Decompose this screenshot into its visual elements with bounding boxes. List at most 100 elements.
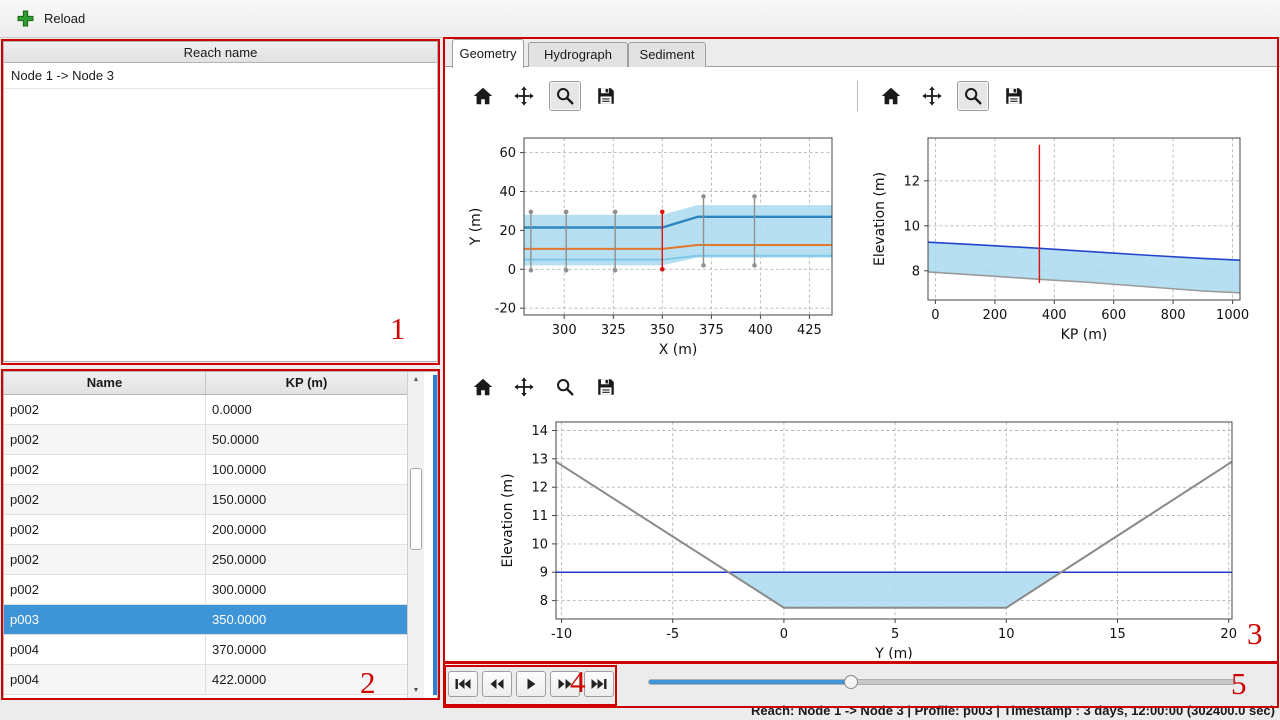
table-cell: p002 xyxy=(4,425,206,454)
svg-text:9: 9 xyxy=(540,566,548,581)
save-icon xyxy=(1006,88,1022,104)
table-row[interactable]: p002 200.0000 xyxy=(4,515,407,545)
save-icon xyxy=(598,379,614,395)
svg-text:Elevation (m): Elevation (m) xyxy=(500,473,516,567)
svg-text:0: 0 xyxy=(508,263,516,278)
table-cell: p002 xyxy=(4,485,206,514)
pan-icon xyxy=(514,377,534,397)
svg-text:-5: -5 xyxy=(666,627,679,642)
pan-icon xyxy=(922,86,942,106)
table-cell: p002 xyxy=(4,545,206,574)
home-button[interactable] xyxy=(875,81,907,111)
time-slider-fill xyxy=(649,680,851,684)
reload-button[interactable]: Reload xyxy=(17,10,85,27)
tab-bar: Geometry Hydrograph Sediment xyxy=(443,38,1280,68)
table-scrollbar[interactable]: ▲ ▼ xyxy=(407,372,424,698)
home-button[interactable] xyxy=(467,372,499,402)
scrollbar-handle[interactable] xyxy=(410,468,422,550)
svg-text:12: 12 xyxy=(903,174,920,189)
table-cell: p002 xyxy=(4,455,206,484)
svg-text:10: 10 xyxy=(998,627,1015,642)
home-icon xyxy=(881,87,901,105)
playback-bar xyxy=(443,663,1280,703)
scrollbar-down-arrow-icon[interactable]: ▼ xyxy=(408,683,424,698)
save-button[interactable] xyxy=(590,81,622,111)
svg-text:0: 0 xyxy=(931,308,939,323)
table-row[interactable]: p004 370.0000 xyxy=(4,635,407,665)
save-button[interactable] xyxy=(590,372,622,402)
top-toolbar: Reload xyxy=(0,0,1280,38)
reach-list-item[interactable]: Node 1 -> Node 3 xyxy=(4,63,437,89)
pan-button[interactable] xyxy=(508,81,540,111)
column-header-kp[interactable]: KP (m) xyxy=(285,375,328,390)
tab-geometry[interactable]: Geometry xyxy=(452,39,524,68)
reload-plus-icon xyxy=(17,10,34,27)
long-profile-chart[interactable]: 0 200 400 600 800 1000 8 10 12 KP (m) Elevation (m… xyxy=(862,117,1252,357)
cross-section-chart[interactable]: -10 -5 0 5 10 15 20 8 9 10 11 12 13 14 Y (m) Elevation … xyxy=(450,407,1245,659)
svg-text:12: 12 xyxy=(531,481,548,496)
skip-to-start-button[interactable] xyxy=(448,671,478,697)
save-button[interactable] xyxy=(998,81,1030,111)
table-cell: 350.0000 xyxy=(212,612,267,627)
home-button[interactable] xyxy=(467,81,499,111)
table-cell: 250.0000 xyxy=(212,552,267,567)
table-cell: p002 xyxy=(4,515,206,544)
plot-area: Geometry Hydrograph Sediment 300 325 350 37… xyxy=(443,38,1280,663)
geometry-tab-content: 300 325 350 375 400 425 -20 0 20 40 60 X (m) Y (m) 0… xyxy=(443,67,1280,663)
status-text: Reach: Node 1 -> Node 3 | Profile: p003 … xyxy=(750,703,1275,718)
table-row[interactable]: p002 50.0000 xyxy=(4,425,407,455)
reach-panel: Reach name Node 1 -> Node 3 xyxy=(3,41,438,362)
svg-text:Elevation (m): Elevation (m) xyxy=(872,172,888,266)
table-cell: 300.0000 xyxy=(212,582,267,597)
zoom-icon xyxy=(965,88,982,105)
svg-text:8: 8 xyxy=(912,264,920,279)
step-forward-button[interactable] xyxy=(550,671,580,697)
time-slider-handle[interactable] xyxy=(843,675,858,689)
step-back-button[interactable] xyxy=(482,671,512,697)
skip-to-end-button[interactable] xyxy=(584,671,614,697)
step-forward-icon xyxy=(558,679,572,689)
svg-text:11: 11 xyxy=(531,509,548,524)
scrollbar-up-arrow-icon[interactable]: ▲ xyxy=(408,372,424,387)
zoom-button[interactable] xyxy=(957,81,989,111)
svg-text:325: 325 xyxy=(601,323,626,338)
svg-text:40: 40 xyxy=(499,185,516,200)
cross-section-plot-toolbar xyxy=(467,372,622,402)
table-row[interactable]: p002 250.0000 xyxy=(4,545,407,575)
play-icon xyxy=(527,678,536,690)
reload-label: Reload xyxy=(44,11,86,26)
svg-text:400: 400 xyxy=(1042,308,1067,323)
time-slider[interactable] xyxy=(648,675,1236,689)
svg-text:10: 10 xyxy=(531,537,548,552)
step-back-icon xyxy=(490,679,504,689)
zoom-button[interactable] xyxy=(549,81,581,111)
table-cell: 422.0000 xyxy=(212,672,267,687)
plan-view-chart[interactable]: 300 325 350 375 400 425 -20 0 20 40 60 X (m) Y (m) xyxy=(451,117,853,369)
table-row[interactable]: p002 100.0000 xyxy=(4,455,407,485)
table-row[interactable]: p002 300.0000 xyxy=(4,575,407,605)
table-row[interactable]: p002 0.0000 xyxy=(4,395,407,425)
svg-text:14: 14 xyxy=(531,424,548,439)
play-button[interactable] xyxy=(516,671,546,697)
svg-text:-20: -20 xyxy=(495,302,516,317)
svg-text:0: 0 xyxy=(780,627,788,642)
svg-text:375: 375 xyxy=(699,323,724,338)
home-icon xyxy=(473,378,493,396)
table-cell: 150.0000 xyxy=(212,492,267,507)
table-cell: 200.0000 xyxy=(212,522,267,537)
svg-text:Y (m): Y (m) xyxy=(468,208,484,247)
skip-to-end-icon xyxy=(591,679,607,689)
zoom-icon xyxy=(557,379,574,396)
svg-text:10: 10 xyxy=(903,219,920,234)
pan-button[interactable] xyxy=(508,372,540,402)
reach-list-header: Reach name xyxy=(4,42,437,63)
column-header-name[interactable]: Name xyxy=(4,372,206,394)
pan-button[interactable] xyxy=(916,81,948,111)
zoom-button[interactable] xyxy=(549,372,581,402)
tab-sediment[interactable]: Sediment xyxy=(628,42,706,67)
tab-hydrograph[interactable]: Hydrograph xyxy=(528,42,628,67)
table-cell: 100.0000 xyxy=(212,462,267,477)
table-row[interactable]: p002 150.0000 xyxy=(4,485,407,515)
table-row[interactable]: p004 422.0000 xyxy=(4,665,407,695)
table-row[interactable]: p003 350.0000 xyxy=(4,605,407,635)
